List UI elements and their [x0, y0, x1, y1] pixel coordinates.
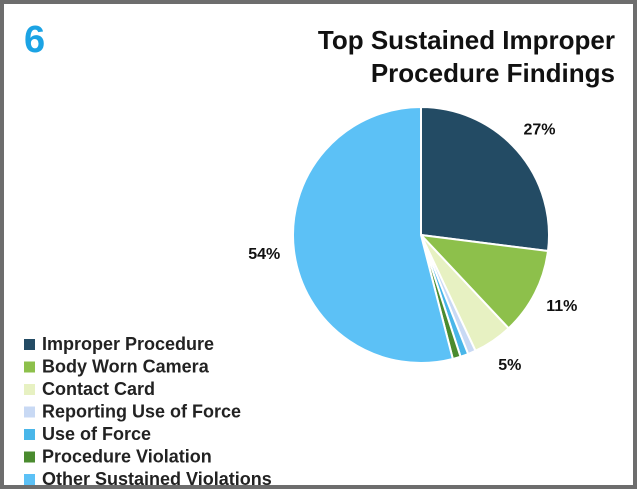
pie-slice — [292, 105, 455, 364]
pie-slice — [418, 233, 550, 330]
legend-swatch — [24, 361, 35, 373]
legend-label: Reporting Use of Force — [42, 401, 241, 421]
data-label: 5% — [498, 357, 521, 374]
legend-label: Improper Procedure — [42, 334, 214, 354]
data-label: 54% — [248, 246, 280, 263]
data-label: 11% — [546, 298, 577, 315]
pie-slice — [420, 105, 550, 253]
legend-swatch — [24, 429, 35, 440]
chart-title: Procedure Findings — [371, 58, 615, 88]
legend-label: Other Sustained Violations — [42, 469, 272, 489]
legend-swatch — [24, 384, 35, 395]
legend-swatch — [24, 339, 35, 350]
legend-swatch — [24, 474, 35, 485]
legend-label: Use of Force — [42, 424, 151, 444]
legend-swatch — [24, 451, 35, 463]
legend-label: Procedure Violation — [42, 446, 212, 466]
chart-title: Top Sustained Improper — [318, 25, 615, 55]
legend-label: Contact Card — [42, 379, 155, 399]
legend-label: Body Worn Camera — [42, 356, 210, 376]
data-label: 27% — [524, 122, 556, 139]
legend-swatch — [24, 406, 35, 418]
figure-number: 6 — [24, 19, 45, 61]
